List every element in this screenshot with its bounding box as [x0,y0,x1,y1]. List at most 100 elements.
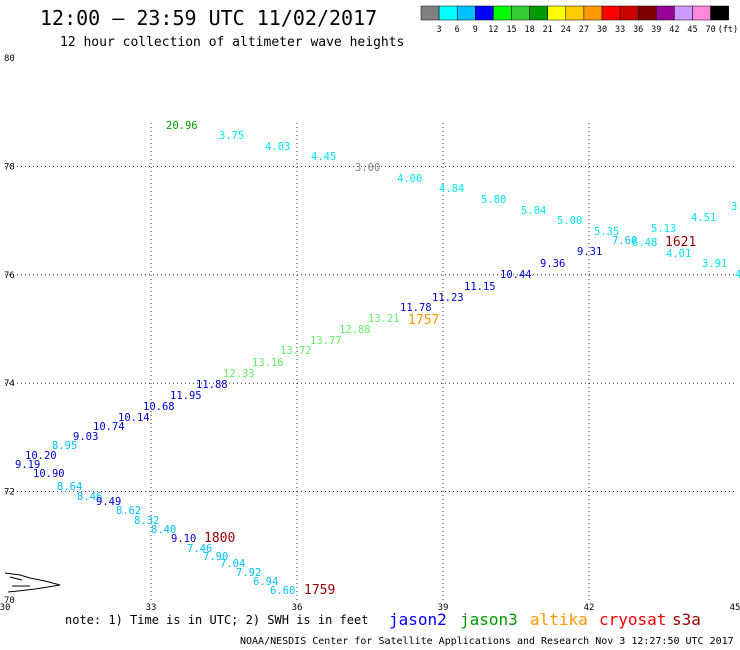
wave-height-label: 13.72 [280,345,312,357]
wave-height-label: 9.19 [15,459,40,471]
scale-swatch [547,5,567,21]
color-scale-legend: 3 6 9 12 15 18 21 24 27 30 33 36 39 42 45 70 (ft) [420,5,738,35]
wave-height-label: 10.14 [118,412,150,424]
scale-swatch [710,5,729,21]
scale-label: 9 [473,25,478,35]
scale-label: 3 [437,25,442,35]
land-outline [4,572,61,593]
axis-ticks: 30 33 36 39 42 45 70 72 74 76 78 80 [0,54,740,613]
wave-height-label: 10.90 [33,468,65,480]
y-tick-label: 78 [4,162,15,172]
units-note: note: 1) Time is in UTC; 2) SWH is in fe… [65,613,368,627]
y-tick-label: 72 [4,488,15,498]
wave-height-label: 10.20 [25,450,57,462]
track-time-label: 1759 [304,583,335,598]
wave-height-label: 13.16 [252,357,284,369]
x-tick-label: 33 [146,603,157,613]
scale-swatch [420,5,440,21]
scale-label: 24 [561,25,571,35]
grid-lines [5,123,735,600]
scale-swatch [601,5,621,21]
x-tick-label: 42 [584,603,595,613]
satellite-legend-item: jason3 [460,610,518,629]
wave-height-label: 10.68 [143,401,175,413]
wave-height-label: 9.36 [540,258,565,270]
scale-swatch [619,5,639,21]
wave-height-label: 5.13 [651,223,676,235]
x-tick-label: 36 [292,603,303,613]
wave-height-label: 7.60 [612,235,637,247]
satellite-legend-item: cryosat [599,610,666,629]
wave-height-label: 7.90 [203,551,228,563]
wave-height-label: 6.48 [632,237,657,249]
x-tick-label: 30 [0,603,10,613]
satellite-legend-item: jason2 [389,610,447,629]
scale-label: 6 [455,25,460,35]
wave-height-label: 11.15 [464,281,496,293]
wave-height-label: 4.00 [397,173,422,185]
wave-height-label: 11.95 [170,390,202,402]
track-time-label: 1800 [204,531,235,546]
satellite-legend: jason2 jason3 altika cryosat s3a [389,610,701,629]
wave-height-label: 9.10 [171,533,196,545]
page-subtitle: 12 hour collection of altimeter wave hei… [60,35,404,50]
wave-height-label: 4.01 [666,248,691,260]
credit-line: NOAA/NESDIS Center for Satellite Applica… [240,636,734,647]
wave-height-label: 3.00 [355,162,380,174]
scale-swatch [456,5,476,21]
scale-swatch [637,5,657,21]
wave-height-label: 9.49 [96,496,121,508]
wave-height-label: 8.32 [134,515,159,527]
scale-swatch [529,5,548,21]
wave-height-points: 20.96 3.75 4.03 4.45 3.00 4.00 4.84 5.80 5.04 5.0… [15,120,740,597]
x-tick-label: 45 [730,603,740,613]
wave-height-label: 5.00 [557,215,582,227]
track-time-labels: 1621 1757 1800 1759 [204,235,696,598]
wave-height-label: 10.74 [93,421,125,433]
wave-height-label: 5.04 [521,205,546,217]
scale-swatch [511,5,530,21]
scale-swatch [438,5,458,21]
scale-label: 70 [705,25,715,35]
scale-swatch [475,5,494,21]
scale-label: 33 [615,25,625,35]
scale-label: 30 [597,25,607,35]
wave-height-label: 5.80 [481,194,506,206]
scale-swatch [583,5,603,21]
wave-height-label: 8.64 [57,481,82,493]
wave-height-label: 6.94 [253,576,278,588]
wave-height-label: 4.84 [439,183,464,195]
wave-height-label: 4.51 [691,212,716,224]
wave-height-label: 9.03 [73,431,98,443]
scale-swatch [674,5,693,21]
scale-swatch [692,5,711,21]
scale-label: 36 [633,25,643,35]
wave-height-label: 4 [735,269,740,281]
wave-height-label: 11.88 [196,379,228,391]
scale-swatch [493,5,512,21]
scale-label: 42 [669,25,679,35]
satellite-legend-item: s3a [672,610,701,629]
plot-area: 30 33 36 39 42 45 70 72 74 76 78 80 20.96 3.75 4.03 4.… [0,54,740,613]
scale-label: 21 [543,25,553,35]
wave-height-label: 13.21 [368,313,400,325]
wave-height-label: 7.04 [220,558,245,570]
scale-swatch [565,5,585,21]
wave-height-label: 8.46 [77,491,102,503]
track-time-label: 1757 [408,313,439,328]
wave-height-label: 3.75 [219,130,244,142]
wave-height-label: 5.35 [594,226,619,238]
wave-height-label: 7.46 [187,543,212,555]
scale-label: 45 [687,25,697,35]
scale-label: 27 [579,25,589,35]
page-title: 12:00 – 23:59 UTC 11/02/2017 [40,6,377,30]
wave-height-label: 8.62 [116,505,141,517]
wave-height-label: 10.44 [500,269,532,281]
scale-label: 18 [524,25,534,35]
scale-unit-label: (ft) [718,25,738,35]
wave-height-label: 4.03 [265,141,290,153]
wave-height-label: 6.60 [270,585,295,597]
scale-label: 12 [488,25,498,35]
wave-height-label: 7.92 [236,567,261,579]
